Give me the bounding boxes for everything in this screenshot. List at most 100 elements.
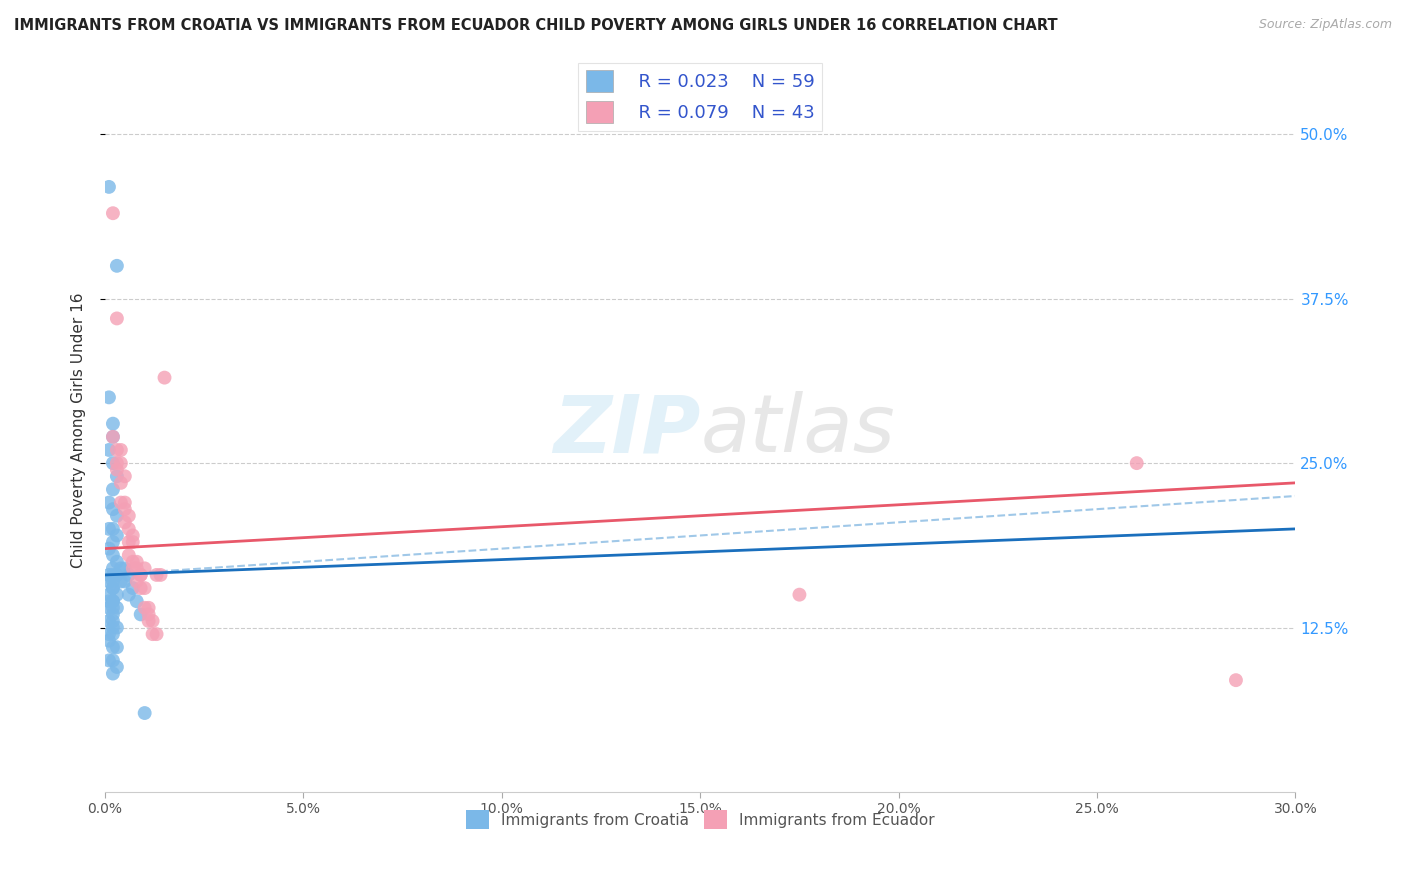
Point xyxy=(97,522,120,536)
Point xyxy=(101,607,124,622)
Point xyxy=(105,555,128,569)
Point xyxy=(97,180,120,194)
Point xyxy=(105,311,128,326)
Text: Source: ZipAtlas.com: Source: ZipAtlas.com xyxy=(1258,18,1392,31)
Point xyxy=(97,614,120,628)
Point xyxy=(105,463,128,477)
Point xyxy=(789,588,811,602)
Point xyxy=(101,574,124,589)
Point xyxy=(138,614,160,628)
Point xyxy=(118,588,141,602)
Point xyxy=(101,653,124,667)
Point xyxy=(105,456,128,470)
Text: IMMIGRANTS FROM CROATIA VS IMMIGRANTS FROM ECUADOR CHILD POVERTY AMONG GIRLS UND: IMMIGRANTS FROM CROATIA VS IMMIGRANTS FR… xyxy=(14,18,1057,33)
Point xyxy=(114,469,136,483)
Point xyxy=(101,430,124,444)
Y-axis label: Child Poverty Among Girls Under 16: Child Poverty Among Girls Under 16 xyxy=(72,293,86,568)
Point xyxy=(134,561,156,575)
Point xyxy=(149,568,172,582)
Point xyxy=(97,633,120,648)
Point xyxy=(101,600,124,615)
Point xyxy=(101,561,124,575)
Point xyxy=(101,483,124,497)
Point xyxy=(101,548,124,562)
Point xyxy=(121,561,143,575)
Point xyxy=(97,653,120,667)
Point xyxy=(125,574,148,589)
Point xyxy=(101,581,124,595)
Point xyxy=(142,627,165,641)
Point xyxy=(97,390,120,404)
Point xyxy=(121,535,143,549)
Point xyxy=(101,430,124,444)
Point xyxy=(134,706,156,720)
Point xyxy=(145,568,167,582)
Point xyxy=(105,568,128,582)
Point xyxy=(114,574,136,589)
Point xyxy=(105,528,128,542)
Point xyxy=(101,206,124,220)
Text: atlas: atlas xyxy=(700,392,896,469)
Point xyxy=(97,588,120,602)
Point xyxy=(97,600,120,615)
Point xyxy=(101,568,124,582)
Point xyxy=(121,555,143,569)
Point xyxy=(97,627,120,641)
Point xyxy=(153,370,176,384)
Point xyxy=(101,666,124,681)
Point xyxy=(110,574,132,589)
Point xyxy=(105,621,128,635)
Point xyxy=(110,456,132,470)
Point xyxy=(121,528,143,542)
Point xyxy=(134,600,156,615)
Point xyxy=(110,475,132,490)
Point xyxy=(121,581,143,595)
Point xyxy=(110,495,132,509)
Point xyxy=(101,522,124,536)
Point xyxy=(105,600,128,615)
Point xyxy=(114,561,136,575)
Point xyxy=(101,621,124,635)
Point xyxy=(101,627,124,641)
Point xyxy=(110,442,132,457)
Point xyxy=(101,456,124,470)
Point xyxy=(125,561,148,575)
Point xyxy=(101,640,124,655)
Point xyxy=(97,574,120,589)
Point xyxy=(101,535,124,549)
Point xyxy=(105,588,128,602)
Point xyxy=(97,495,120,509)
Point xyxy=(138,600,160,615)
Point xyxy=(105,640,128,655)
Point xyxy=(97,568,120,582)
Point xyxy=(105,508,128,523)
Point xyxy=(142,614,165,628)
Point xyxy=(110,561,132,575)
Point xyxy=(138,607,160,622)
Point xyxy=(101,594,124,608)
Point xyxy=(101,594,124,608)
Point xyxy=(97,594,120,608)
Point xyxy=(129,568,152,582)
Point xyxy=(97,541,120,556)
Point xyxy=(101,581,124,595)
Point xyxy=(105,259,128,273)
Point xyxy=(129,607,152,622)
Point xyxy=(101,502,124,516)
Point xyxy=(114,502,136,516)
Point xyxy=(125,594,148,608)
Point xyxy=(101,417,124,431)
Point xyxy=(118,522,141,536)
Point xyxy=(105,469,128,483)
Point xyxy=(114,516,136,530)
Point xyxy=(134,581,156,595)
Point xyxy=(129,581,152,595)
Point xyxy=(105,442,128,457)
Point xyxy=(1125,456,1147,470)
Point xyxy=(145,627,167,641)
Point xyxy=(97,442,120,457)
Point xyxy=(118,535,141,549)
Point xyxy=(101,614,124,628)
Point xyxy=(118,568,141,582)
Text: ZIP: ZIP xyxy=(553,392,700,469)
